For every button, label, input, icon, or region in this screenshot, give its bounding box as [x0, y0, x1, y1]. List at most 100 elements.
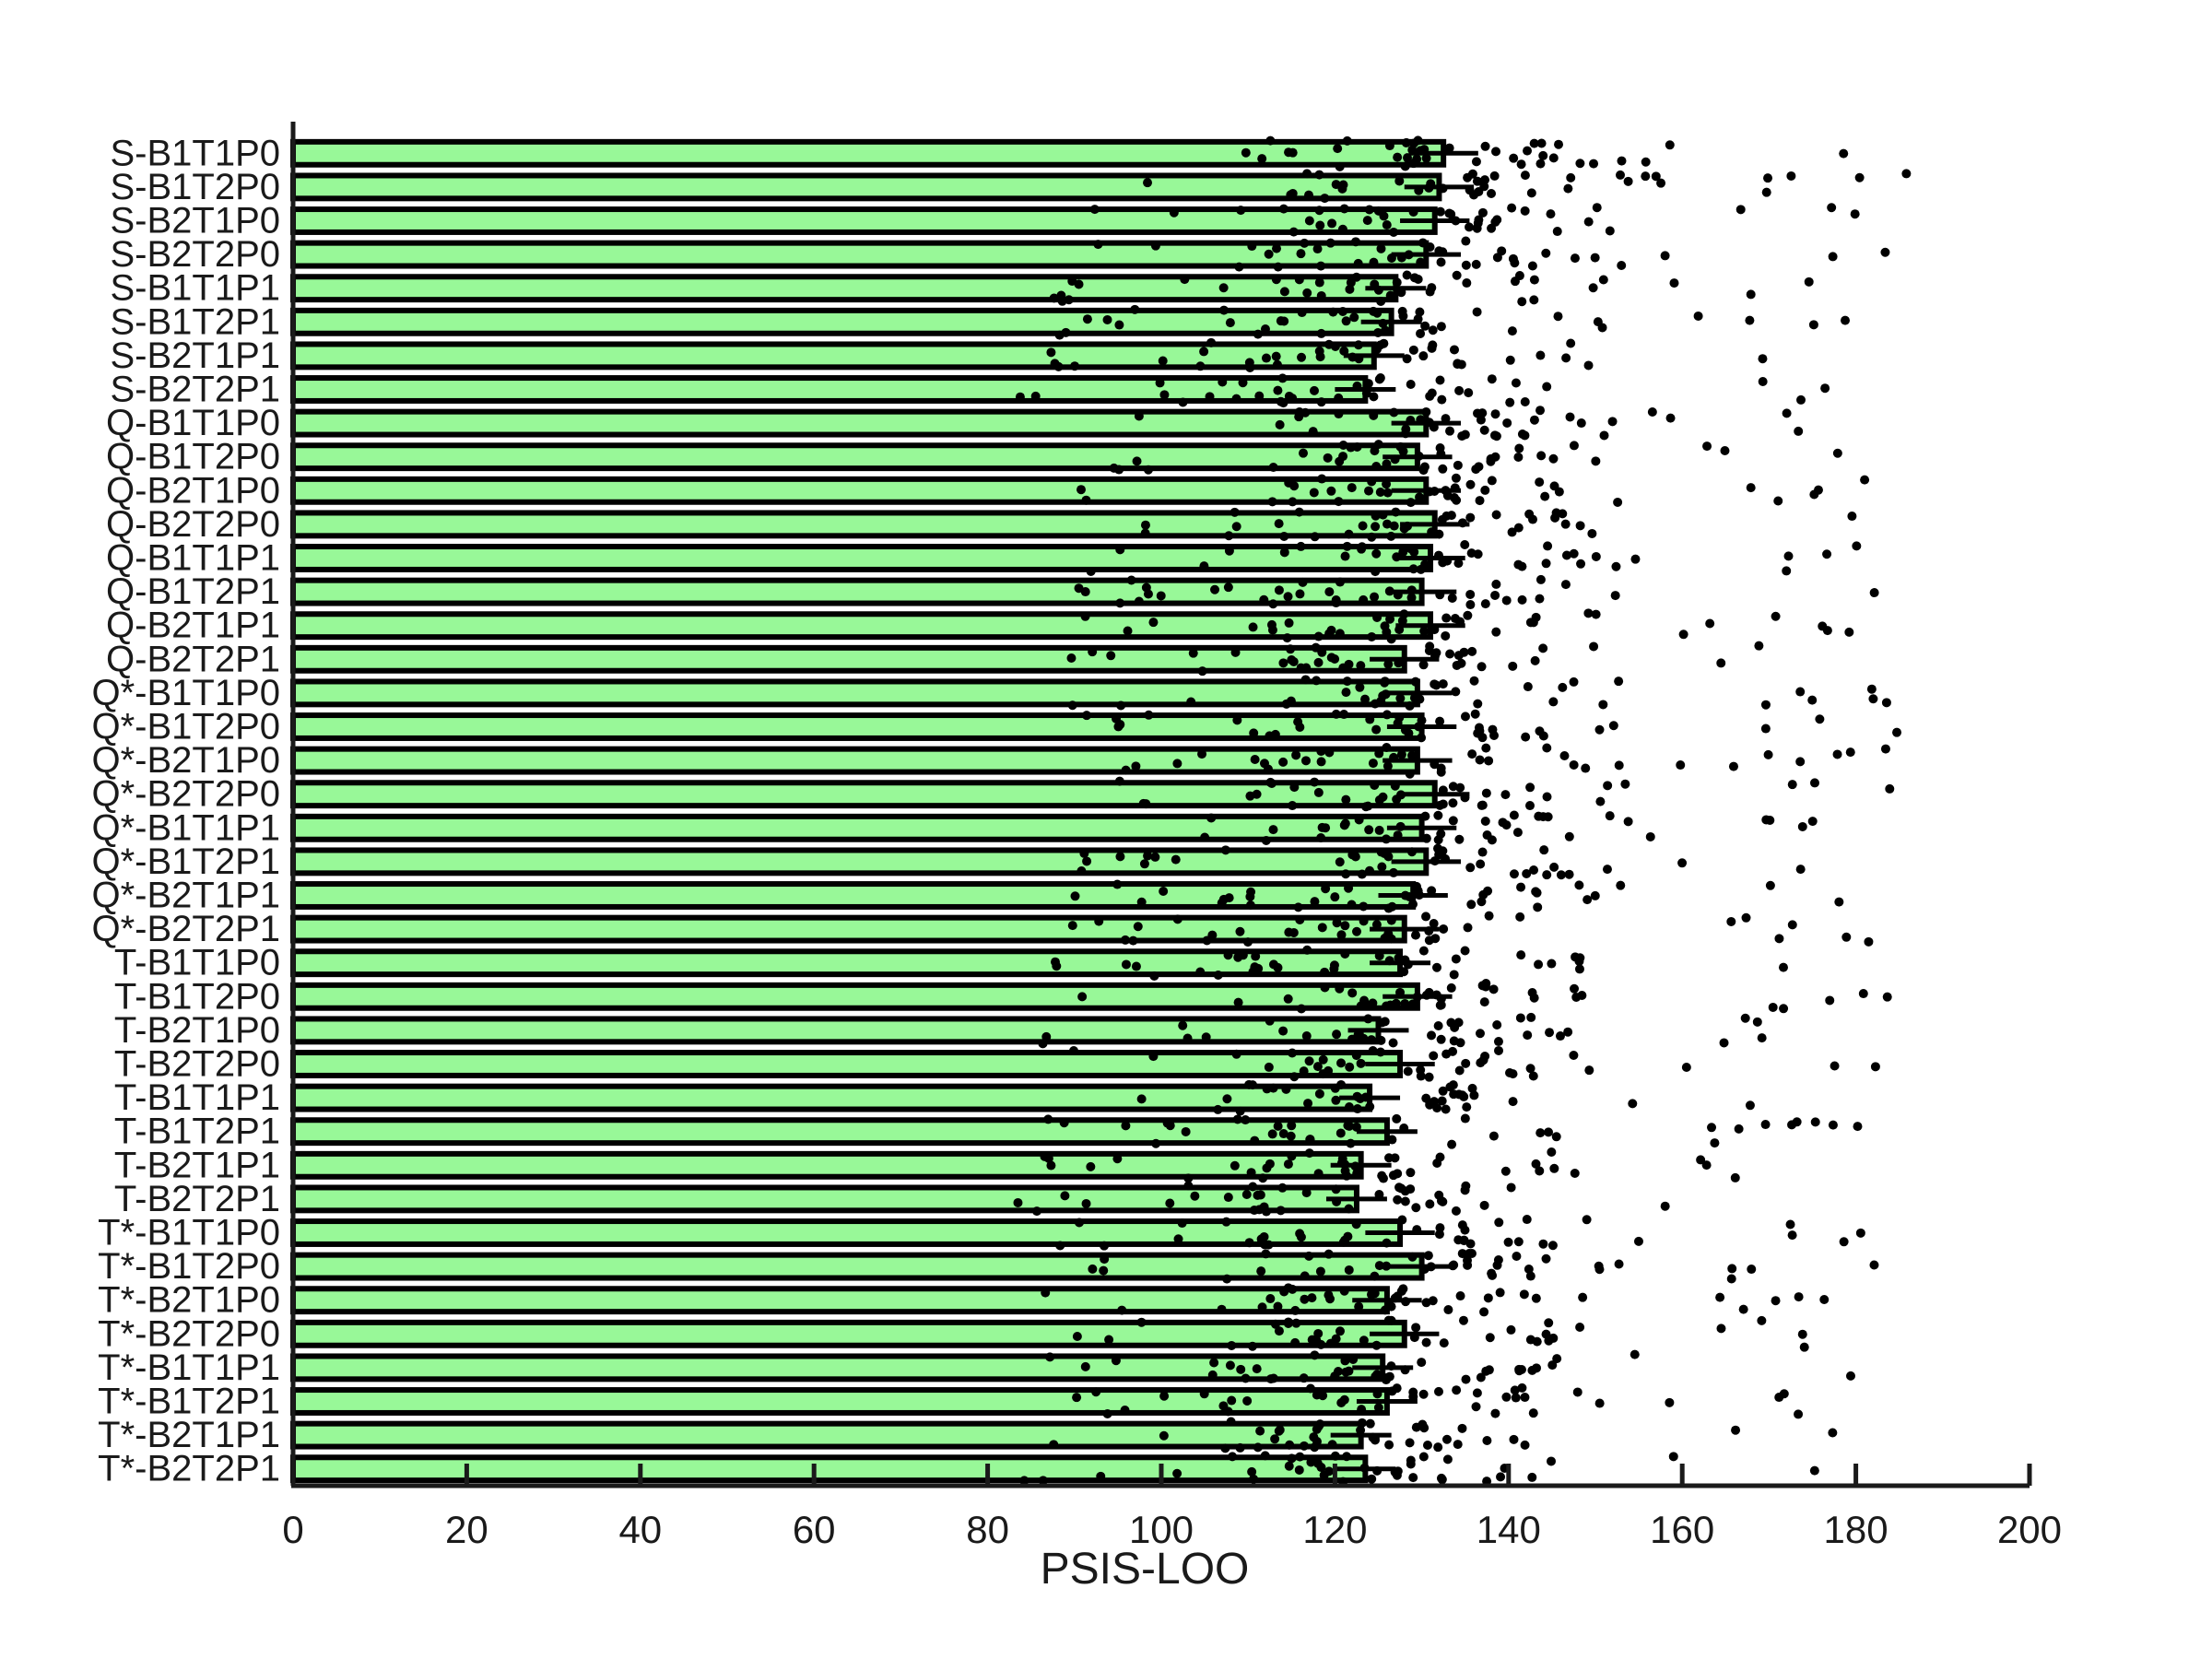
- data-point: [1565, 412, 1575, 422]
- data-point: [1427, 1030, 1437, 1041]
- data-point: [1221, 1217, 1231, 1227]
- data-point: [1785, 1219, 1795, 1230]
- points-T*-B2T1P0: [1041, 1283, 1830, 1317]
- data-point: [1535, 1166, 1545, 1176]
- data-point: [1367, 631, 1377, 641]
- data-point: [1464, 388, 1474, 398]
- data-point: [1248, 1182, 1258, 1192]
- data-point: [1534, 811, 1544, 821]
- x-tick-label-160: 160: [1650, 1508, 1714, 1551]
- data-point: [1527, 1365, 1537, 1375]
- data-point: [1088, 647, 1098, 657]
- data-point: [1250, 755, 1260, 765]
- data-point: [1415, 694, 1425, 704]
- data-point: [1316, 397, 1326, 407]
- data-point: [1267, 497, 1277, 507]
- data-point: [1525, 1271, 1535, 1281]
- data-point: [1310, 897, 1320, 907]
- data-point: [1222, 1094, 1232, 1104]
- data-point: [1378, 510, 1388, 520]
- data-point: [1311, 642, 1321, 653]
- data-point: [1312, 244, 1323, 254]
- data-point: [1553, 312, 1563, 322]
- data-point: [1419, 626, 1430, 636]
- data-point: [1049, 293, 1059, 303]
- data-point: [1807, 695, 1818, 705]
- data-point: [1276, 316, 1286, 326]
- data-point: [1344, 1102, 1354, 1112]
- data-point: [1535, 350, 1546, 360]
- data-point: [1422, 1440, 1432, 1450]
- data-point: [1076, 485, 1086, 495]
- bar-S-B1T2P0: [290, 172, 1442, 202]
- data-point: [1172, 1468, 1182, 1478]
- data-point: [1611, 561, 1621, 571]
- data-point: [1250, 1135, 1260, 1146]
- data-point: [1520, 171, 1530, 181]
- data-point: [1106, 651, 1116, 661]
- data-point: [1300, 238, 1310, 248]
- data-point: [1361, 802, 1371, 812]
- data-point: [1378, 1173, 1388, 1183]
- data-point: [1543, 541, 1553, 551]
- data-point: [1665, 1397, 1675, 1407]
- data-point: [1544, 1318, 1554, 1328]
- data-point: [1435, 1000, 1445, 1010]
- data-point: [1794, 1292, 1804, 1302]
- points-T*-B1T1P1: [1045, 1349, 1855, 1385]
- data-point: [1445, 426, 1455, 436]
- data-point: [1093, 240, 1103, 250]
- data-point: [1747, 1265, 1757, 1275]
- data-point: [1246, 1168, 1256, 1178]
- data-point: [1067, 276, 1077, 287]
- data-point: [1159, 1391, 1170, 1401]
- data-point: [1344, 659, 1354, 669]
- data-point: [1535, 159, 1546, 169]
- data-point: [1465, 589, 1476, 599]
- data-point: [1386, 915, 1396, 925]
- data-point: [1134, 411, 1144, 421]
- data-point: [1441, 613, 1452, 623]
- data-point: [1281, 1084, 1291, 1094]
- data-point: [1392, 794, 1402, 805]
- data-point: [1353, 340, 1363, 350]
- data-point: [1334, 497, 1344, 507]
- points-Q-B2T2P0: [1140, 507, 1857, 542]
- data-point: [1488, 984, 1499, 994]
- data-point: [1481, 788, 1491, 798]
- data-point: [1260, 324, 1270, 335]
- data-point: [1545, 1028, 1555, 1038]
- data-point: [1774, 1393, 1784, 1403]
- data-point: [1401, 137, 1411, 147]
- data-point: [1511, 378, 1521, 388]
- data-point: [1201, 1032, 1211, 1042]
- data-point: [1112, 879, 1123, 889]
- data-point: [1273, 385, 1283, 395]
- data-point: [1273, 1301, 1283, 1312]
- data-point: [1249, 1474, 1259, 1484]
- data-point: [1310, 1350, 1320, 1360]
- data-point: [1815, 714, 1825, 724]
- data-point: [1515, 1013, 1525, 1023]
- data-point: [1364, 825, 1374, 835]
- data-point: [1598, 700, 1608, 710]
- category-label-Q*-B2T2P1: Q*-B2T2P1: [91, 909, 280, 949]
- data-point: [1424, 1072, 1434, 1082]
- data-point: [1365, 1101, 1375, 1112]
- data-point: [1271, 275, 1281, 285]
- data-point: [1324, 1290, 1334, 1300]
- data-point: [1458, 1315, 1468, 1325]
- data-point: [1488, 724, 1498, 735]
- data-point: [1467, 1083, 1477, 1093]
- data-point: [1868, 694, 1878, 704]
- data-point: [1520, 1440, 1530, 1450]
- data-point: [1296, 541, 1306, 551]
- data-point: [1449, 492, 1459, 502]
- data-point: [1352, 1169, 1362, 1179]
- data-point: [1847, 512, 1857, 522]
- data-point: [1807, 817, 1818, 827]
- data-point: [1429, 1051, 1439, 1061]
- data-point: [1399, 967, 1409, 977]
- data-point: [1516, 882, 1526, 892]
- data-point: [1855, 1228, 1865, 1238]
